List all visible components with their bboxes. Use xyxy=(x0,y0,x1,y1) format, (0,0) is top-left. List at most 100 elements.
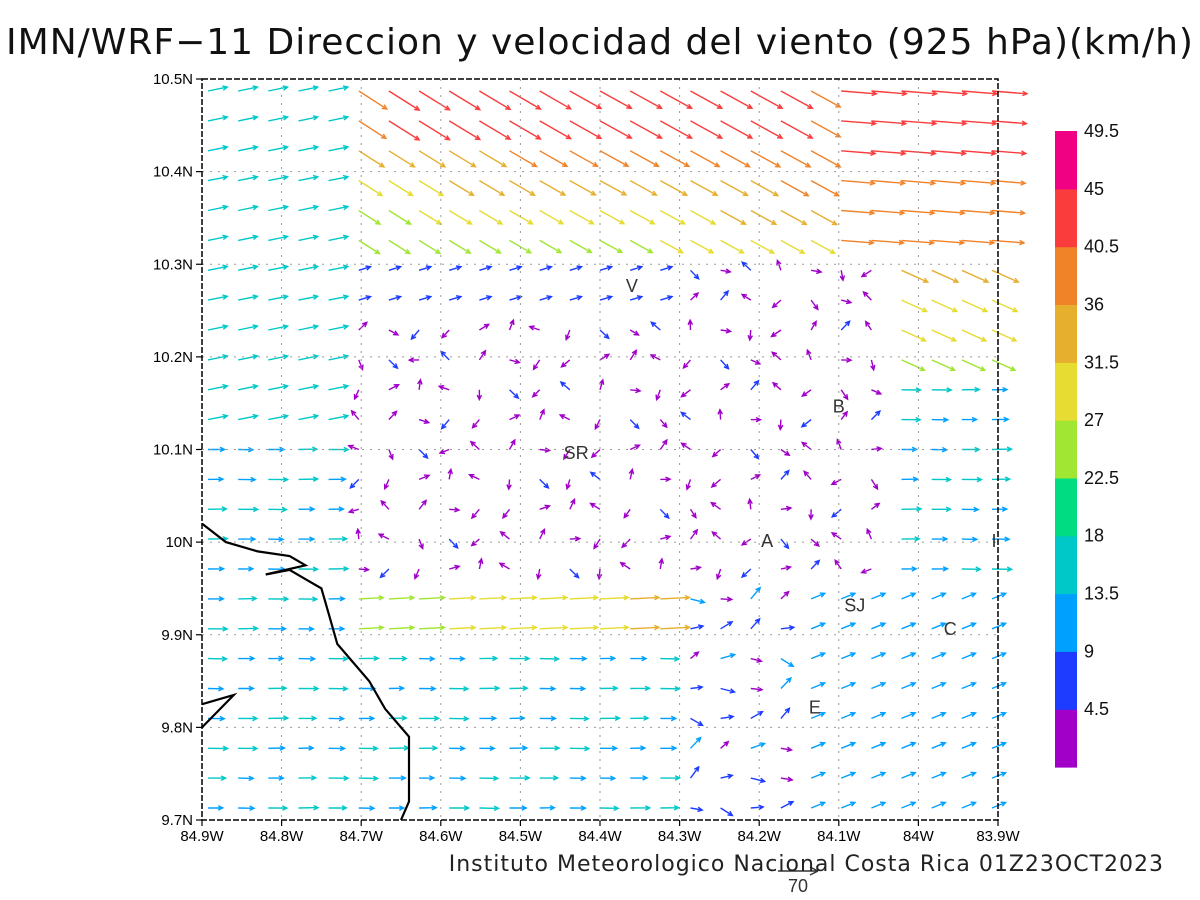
wind-vector xyxy=(629,265,644,271)
wind-vector xyxy=(720,382,731,391)
wind-vector xyxy=(803,470,812,480)
wind-vector xyxy=(830,508,842,518)
wind-vector xyxy=(449,564,461,571)
wind-vector xyxy=(388,715,408,721)
wind-vector xyxy=(961,536,979,543)
station-label: C xyxy=(944,619,957,639)
wind-vector xyxy=(709,501,722,510)
wind-vector xyxy=(931,90,969,97)
wind-vector xyxy=(598,378,605,390)
wind-vector xyxy=(539,775,560,781)
wind-vector xyxy=(238,536,257,542)
wind-vector xyxy=(901,269,930,283)
wind-vector xyxy=(569,209,595,225)
wind-vector xyxy=(901,592,917,600)
wind-vector xyxy=(509,389,520,400)
wind-vector xyxy=(991,416,1010,423)
wind-vector xyxy=(599,239,624,254)
wind-vector xyxy=(961,299,989,313)
wind-vector xyxy=(539,685,557,692)
wind-vector xyxy=(871,389,883,395)
wind-vector xyxy=(478,349,487,361)
wind-vector xyxy=(569,497,576,510)
wind-vector xyxy=(901,771,917,779)
wind-vector xyxy=(207,234,229,242)
wind-vector xyxy=(388,383,400,391)
x-tick-label: 83.9W xyxy=(976,828,1020,845)
wind-vector xyxy=(479,179,506,197)
wind-vector xyxy=(630,594,661,601)
wind-vector xyxy=(840,711,857,720)
wind-vector xyxy=(298,324,320,331)
wind-vector xyxy=(991,179,1027,186)
wind-vector xyxy=(780,120,814,139)
wind-vector xyxy=(298,745,315,751)
wind-vector xyxy=(961,566,982,573)
wind-vector xyxy=(599,295,614,301)
wind-vector xyxy=(931,387,953,393)
wind-vector xyxy=(931,239,966,246)
wind-vector xyxy=(358,180,384,197)
wind-vector xyxy=(741,261,752,271)
wind-vector xyxy=(509,655,531,662)
wind-vector xyxy=(720,328,733,334)
wind-vector xyxy=(238,413,259,421)
wind-vector xyxy=(866,527,873,540)
wind-vector xyxy=(841,179,877,186)
wind-vector xyxy=(410,329,420,341)
wind-vector xyxy=(689,508,697,519)
y-tick-label: 10.1N xyxy=(153,442,193,459)
wind-vector xyxy=(780,707,791,719)
wind-vector xyxy=(871,209,906,216)
wind-vector xyxy=(298,596,319,602)
wind-vector xyxy=(207,354,229,361)
wind-vector xyxy=(298,234,320,242)
wind-vector xyxy=(439,350,450,361)
wind-vector xyxy=(659,419,668,429)
wind-vector xyxy=(449,775,467,782)
wind-vector xyxy=(690,684,704,691)
wind-vector xyxy=(901,209,936,216)
wind-vector xyxy=(328,536,349,542)
wind-vector xyxy=(711,530,722,540)
colorbar-swatch xyxy=(1055,535,1077,595)
wind-vector xyxy=(750,686,764,693)
wind-vector xyxy=(479,295,493,301)
wind-vector xyxy=(419,624,447,631)
wind-vector xyxy=(238,354,259,361)
wind-vector xyxy=(800,441,812,451)
wind-vector xyxy=(479,239,502,254)
wind-vector xyxy=(991,536,1011,542)
wind-vector xyxy=(479,624,508,631)
wind-vector xyxy=(901,711,917,720)
wind-vector xyxy=(841,209,876,216)
x-tick-label: 84.4W xyxy=(578,828,622,845)
colorbar-swatch xyxy=(1055,246,1077,305)
wind-vector xyxy=(690,179,719,197)
wind-vector xyxy=(559,381,571,391)
wind-vector xyxy=(328,805,349,811)
wind-vector xyxy=(328,144,350,152)
wind-vector xyxy=(808,509,814,521)
wind-vector xyxy=(476,389,483,402)
wind-vector xyxy=(871,592,887,600)
wind-vector xyxy=(776,258,782,271)
wind-vector xyxy=(479,745,496,752)
wind-vector xyxy=(328,204,350,212)
wind-vector xyxy=(961,592,978,600)
wind-vector xyxy=(871,682,887,690)
wind-vector xyxy=(207,264,229,271)
wind-vector xyxy=(539,528,546,540)
wind-vector xyxy=(207,745,230,752)
wind-vector xyxy=(298,506,316,512)
wind-vector xyxy=(418,295,433,301)
wind-vector xyxy=(358,265,373,271)
wind-vector xyxy=(740,293,752,301)
station-label: V xyxy=(626,276,638,296)
wind-vector xyxy=(509,775,531,781)
wind-vector xyxy=(207,174,229,182)
wind-vector xyxy=(961,209,997,216)
wind-vector xyxy=(659,438,668,450)
wind-vector xyxy=(830,532,842,540)
wind-vector xyxy=(569,775,587,782)
